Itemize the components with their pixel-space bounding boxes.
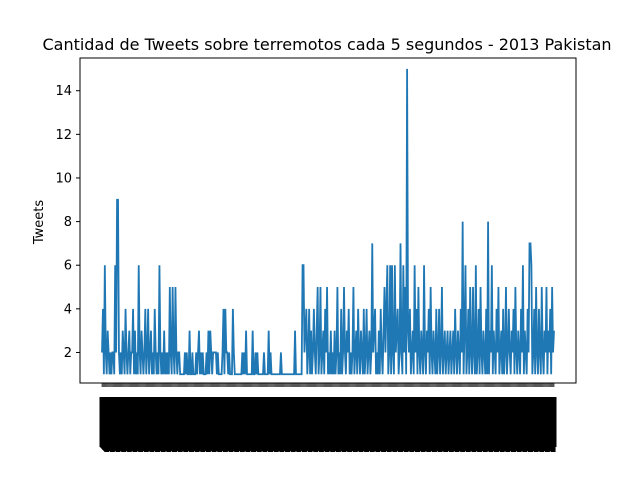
y-tick-label: 10 <box>55 171 72 186</box>
series-line-tweets <box>101 68 555 376</box>
x-axis-ticks <box>99 383 557 452</box>
plot-frame <box>79 57 577 384</box>
chart-title: Cantidad de Tweets sobre terremotos cada… <box>42 35 611 54</box>
y-tick-label: 2 <box>64 346 72 361</box>
y-tick-label: 12 <box>55 128 72 143</box>
y-tick-label: 14 <box>55 84 72 99</box>
y-axis-ticks: 2 4 6 8 10 12 14 <box>55 84 80 361</box>
y-tick-label: 6 <box>64 259 72 274</box>
x-tick-label <box>551 397 557 447</box>
y-tick-label: 8 <box>64 215 72 230</box>
y-tick-label: 4 <box>64 302 72 317</box>
y-axis-label: Tweets <box>32 200 47 246</box>
